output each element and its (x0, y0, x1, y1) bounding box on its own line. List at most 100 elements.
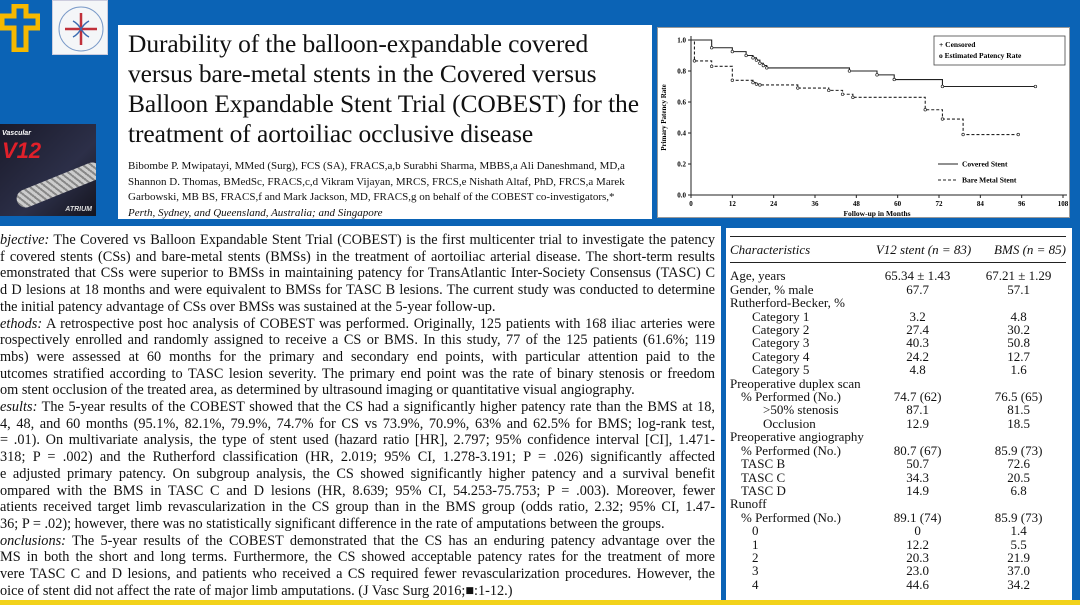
data-point (754, 58, 759, 62)
abstract-text: ompared with the BMS in TASC C and D les… (0, 482, 715, 499)
abstract-text: vere TASC C and D lesions, and patients … (0, 566, 715, 583)
marker-legend-label: o Estimated Patency Rate (939, 51, 1022, 60)
cell-label: Occlusion (763, 415, 816, 431)
cell-bms: 6.8 (1010, 482, 1027, 498)
table-row: 4 44.6 34.2 (730, 577, 1066, 591)
cell-v12: 67.7 (906, 281, 929, 297)
kaplan-meier-svg: 0 12 24 36 48 60 72 84 96 108 0.0 0.2 0.4 0.6 0.8 1.0 Fo… (660, 35, 1069, 218)
cell-label: TASC C (741, 469, 786, 485)
abstract-panel: bjective: The Covered vs Balloon Expanda… (0, 226, 721, 601)
x-tick-label: 12 (729, 200, 737, 208)
cell-v12: 24.2 (906, 348, 929, 364)
table-row: % Performed (No.) 74.7 (62) 76.5 (65) (730, 389, 1066, 405)
series-line-bare-metal-stent (691, 39, 1019, 136)
x-tick-label: 36 (812, 200, 820, 208)
data-point (840, 92, 845, 96)
cell-label: % Performed (No.) (741, 389, 841, 405)
marker-legend-label: + Censored (939, 40, 976, 49)
abstract-line: rospectively enrolled and randomly assig… (0, 332, 715, 349)
stent-product-image: Vascular V12 ATRIUM (0, 124, 96, 216)
data-point (730, 49, 734, 54)
abstract-text: rospectively enrolled and randomly assig… (0, 332, 715, 349)
table-row: Category 1 3.2 4.8 (730, 308, 1066, 324)
cell-label: 1 (752, 536, 759, 552)
abstract-line: 4, 48, and 60 months (95.1%, 82.1%, 79.9… (0, 416, 715, 433)
abstract-text: d D lesions at 18 months and were equiva… (0, 282, 715, 299)
data-point (940, 84, 945, 89)
abstract-line: oice of stent did not affect the rate of… (0, 583, 715, 600)
series-line-covered-stent (691, 39, 1036, 88)
abstract-text: f covered stents (CSs) and bare-metal st… (0, 248, 715, 265)
abstract-line: the initial patency advantage of CSs ove… (0, 299, 715, 316)
x-tick-label: 24 (770, 200, 778, 208)
y-axis-label: Primary Patency Rate (660, 84, 668, 150)
cell-bms: 30.2 (1007, 322, 1030, 338)
cell-bms: 1.6 (1010, 362, 1027, 378)
paper-title-panel: Durability of the balloon-expandable cov… (118, 25, 652, 219)
data-point (765, 66, 769, 70)
table-row: Category 5 4.8 1.6 (730, 362, 1066, 378)
abstract-line: ompared with the BMS in TASC C and D les… (0, 483, 715, 500)
cell-label: Rutherford-Becker, % (730, 295, 845, 311)
data-point (875, 73, 879, 77)
cell-v12: 40.3 (906, 335, 929, 351)
y-tick-label: 0.6 (677, 99, 686, 107)
abstract-text: = .01). On multivariate analysis, the ty… (0, 432, 715, 449)
col-header-v12: V12 stent (n = 83) (863, 235, 972, 264)
y-tick-label: 0.8 (677, 68, 686, 76)
affiliation-text: Perth, Sydney, and Queensland, Australia… (128, 206, 383, 219)
abstract-section-label: bjective: (0, 232, 50, 248)
cell-v12: 14.9 (906, 482, 929, 498)
table-row: Category 3 40.3 50.8 (730, 335, 1066, 351)
abstract-line: onclusions: The 5-year results of the CO… (0, 533, 715, 550)
table-row: Rutherford-Becker, % (730, 295, 1066, 311)
table-row: 1 12.2 5.5 (730, 536, 1066, 552)
abstract-text: A retrospective post hoc analysis of COB… (42, 315, 715, 332)
abstract-text: The Covered vs Balloon Expandable Stent … (49, 232, 715, 248)
data-point (692, 59, 697, 63)
marker-legend-box (933, 35, 1066, 66)
cell-bms: 81.5 (1007, 402, 1030, 418)
cell-label: Category 4 (752, 348, 810, 364)
cell-label: >50% stenosis (763, 402, 839, 418)
baseline-characteristics-panel: Characteristics V12 stent (n = 83) BMS (… (726, 228, 1072, 605)
abstract-text: om stent occlusion of the treated area, … (0, 382, 635, 399)
x-tick-label: 60 (894, 200, 902, 208)
table-row: 0 0 1.4 (730, 523, 1066, 539)
cell-label: Age, years (730, 268, 786, 284)
cell-label: 3 (752, 563, 759, 579)
data-point (710, 64, 714, 68)
x-tick-label: 96 (1018, 200, 1026, 208)
stent-brand-text: Vascular (2, 130, 31, 137)
table-row: Preoperative angiography (730, 430, 1066, 444)
kaplan-meier-chart: 0 12 24 36 48 60 72 84 96 108 0.0 0.2 0.4 0.6 0.8 1.0 Fo… (657, 27, 1070, 218)
cell-bms: 1.4 (1010, 523, 1027, 539)
abstract-section-label: esults: (0, 399, 38, 416)
x-tick-label: 84 (977, 200, 985, 208)
paper-title: Durability of the balloon-expandable cov… (128, 29, 639, 148)
cell-label: Category 3 (752, 335, 810, 351)
cell-label: TASC B (741, 456, 786, 472)
data-point (940, 117, 945, 121)
x-tick-label: 0 (689, 200, 693, 208)
y-tick-label: 0.4 (677, 130, 686, 138)
table-row: TASC C 34.3 20.5 (730, 469, 1066, 485)
x-axis-label: Follow-up in Months (843, 209, 910, 218)
cell-v12: 27.4 (906, 322, 929, 338)
authors-text: Bibombe P. Mwipatayi, MMed (Surg), FCS (… (128, 160, 625, 203)
x-tick-label: 108 (1058, 200, 1069, 208)
abstract-line: = .01). On multivariate analysis, the ty… (0, 432, 715, 449)
data-point (827, 88, 831, 93)
cell-bms: 12.7 (1007, 348, 1030, 364)
cell-bms (971, 296, 1066, 309)
cell-label: 2 (752, 549, 759, 565)
data-point (758, 61, 762, 65)
cell-label: Category 1 (752, 308, 810, 324)
cell-v12: 3.2 (909, 308, 926, 324)
cell-bms: 18.5 (1007, 415, 1030, 431)
cell-v12 (864, 497, 971, 510)
table-row: Gender, % male 67.7 57.1 (730, 281, 1066, 297)
data-point (751, 56, 755, 60)
cell-v12: 12.9 (906, 415, 929, 431)
abstract-line: d D lesions at 18 months and were equiva… (0, 282, 715, 299)
